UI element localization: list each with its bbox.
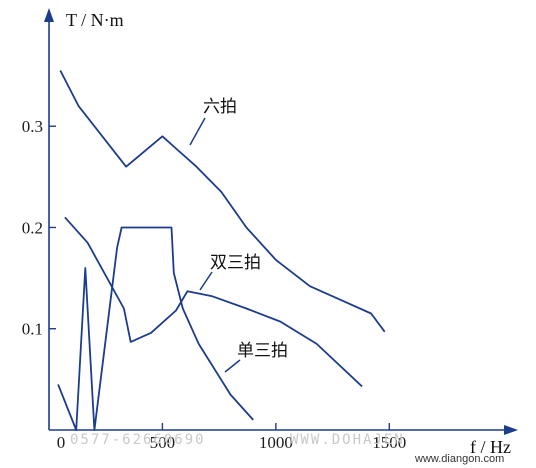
series-double-three-beat-label: 双三拍 xyxy=(210,253,261,273)
x-axis-title: f / Hz xyxy=(470,437,511,457)
y-axis-title: T / N·m xyxy=(66,10,124,30)
series-single-three-beat-line xyxy=(57,226,254,431)
series-six-beat-label: 六拍 xyxy=(203,97,237,117)
series-double-three-beat-leader xyxy=(199,271,213,291)
x-tick-label: 1500 xyxy=(372,433,406,452)
axes xyxy=(44,8,518,435)
watermark-domain: www.diangon.com xyxy=(414,453,504,465)
watermark-phone: 0577-62660690 xyxy=(70,432,206,448)
x-tick-label: 500 xyxy=(150,433,176,452)
x-ticks: 0 500 1000 1500 xyxy=(57,423,406,452)
series-single-three-beat-label: 单三拍 xyxy=(237,341,288,361)
x-tick-label: 1000 xyxy=(259,433,293,452)
series-six-beat-line xyxy=(59,70,386,333)
y-tick-label: 0.3 xyxy=(22,117,43,136)
y-tick-label: 0.1 xyxy=(22,320,43,339)
x-axis-arrow xyxy=(504,425,518,435)
y-ticks: 0.1 0.2 0.3 xyxy=(22,117,56,339)
series-layer xyxy=(57,70,386,431)
series-single-three-beat-leader xyxy=(224,359,241,373)
y-tick-label: 0.2 xyxy=(22,218,43,237)
watermark-site: WWW.DOHAJEN xyxy=(290,432,405,448)
x-tick-label: 0 xyxy=(57,433,66,452)
series-six-beat-leader xyxy=(189,117,206,146)
y-axis-arrow xyxy=(44,8,54,22)
